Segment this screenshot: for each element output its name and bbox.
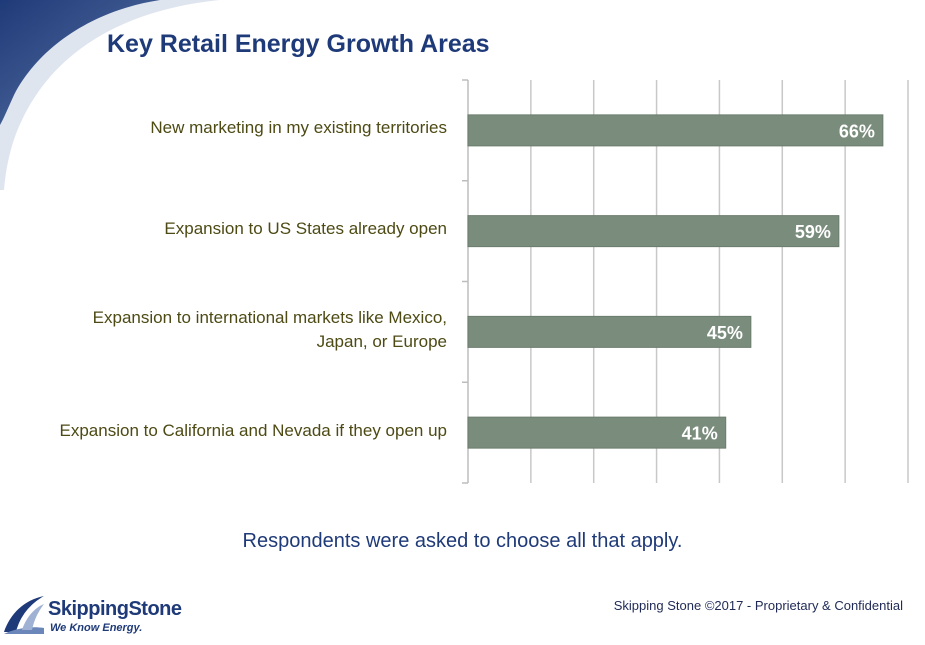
bar — [467, 416, 727, 449]
category-label-line: Expansion to California and Nevada if th… — [59, 420, 447, 440]
skipping-stone-logo: SkippingStone We Know Energy. — [2, 594, 212, 640]
category-label-line: New marketing in my existing territories — [150, 118, 447, 138]
category-label: Expansion to US States already open — [0, 217, 447, 241]
footer-copyright: Skipping Stone ©2017 - Proprietary & Con… — [613, 598, 903, 613]
data-label: 66% — [839, 121, 875, 141]
data-label: 45% — [707, 323, 743, 343]
bar — [467, 114, 884, 147]
bar — [467, 215, 840, 248]
category-label-line: Expansion to international markets like … — [92, 307, 447, 327]
category-label: Expansion to international markets like … — [0, 306, 447, 354]
bar — [467, 315, 752, 348]
category-label-line: Japan, or Europe — [316, 331, 447, 351]
survey-note: Respondents were asked to choose all tha… — [242, 530, 683, 552]
category-label: New marketing in my existing territories — [0, 116, 447, 140]
category-label-line: Expansion to US States already open — [164, 219, 447, 239]
data-label: 59% — [795, 222, 831, 242]
corner-swoosh-decoration — [0, 0, 220, 190]
slide-title: Key Retail Energy Growth Areas — [107, 30, 490, 58]
data-label: 41% — [682, 424, 718, 444]
logo-name: SkippingStone — [48, 598, 182, 620]
category-label: Expansion to California and Nevada if th… — [0, 419, 447, 443]
logo-tagline: We Know Energy. — [50, 622, 143, 634]
gridlines — [530, 80, 909, 483]
stone-logo-icon — [4, 596, 44, 634]
